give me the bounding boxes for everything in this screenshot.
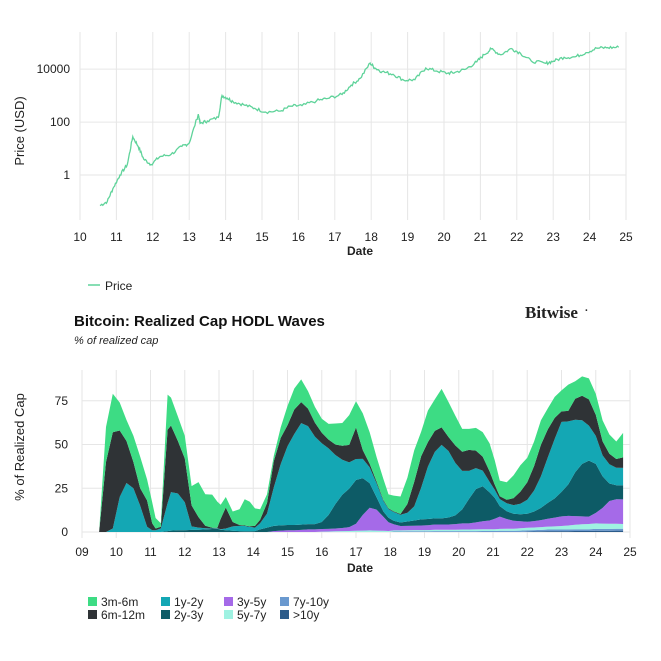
price-y-axis-title: Price (USD) — [12, 96, 27, 165]
bitwise-logo: Bitwise . — [525, 302, 588, 322]
price-x-tick-label: 19 — [401, 230, 415, 244]
hodl-x-axis-title: Date — [347, 561, 373, 575]
hodl-legend-label: 5y-7y — [237, 608, 266, 622]
hodl-y-tick-label: 25 — [55, 481, 69, 495]
hodl-area-3m-6m — [82, 376, 624, 532]
hodl-x-tick-label: 23 — [555, 545, 569, 559]
hodl-legend-swatch — [161, 597, 170, 606]
hodl-chart-title: Bitcoin: Realized Cap HODL Waves — [74, 313, 325, 330]
price-legend: Price — [88, 279, 133, 293]
hodl-legend-swatch — [88, 610, 97, 619]
price-x-tick-label: 24 — [583, 230, 597, 244]
hodl-legend-swatch — [224, 610, 233, 619]
price-y-tick-labels: 1 100 10000 — [37, 62, 71, 182]
hodl-legend-swatch — [280, 610, 289, 619]
hodl-x-tick-label: 18 — [384, 545, 398, 559]
bitwise-logo-text: Bitwise — [525, 303, 578, 322]
bitwise-logo-mark: . — [585, 302, 588, 314]
hodl-x-tick-label: 14 — [247, 545, 261, 559]
price-x-tick-label: 21 — [474, 230, 488, 244]
hodl-x-tick-label: 09 — [75, 545, 89, 559]
hodl-y-tick-labels: 0 25 50 75 — [55, 394, 69, 539]
price-x-tick-label: 17 — [328, 230, 342, 244]
hodl-x-tick-label: 20 — [452, 545, 466, 559]
hodl-x-tick-label: 17 — [349, 545, 363, 559]
hodl-chart: Bitcoin: Realized Cap HODL Waves % of re… — [12, 302, 637, 622]
hodl-legend-swatch — [88, 597, 97, 606]
hodl-legend-label: 3y-5y — [237, 595, 266, 609]
hodl-chart-subtitle: % of realized cap — [74, 335, 158, 347]
price-legend-label: Price — [105, 279, 133, 293]
hodl-y-tick-label: 75 — [55, 394, 69, 408]
price-x-tick-label: 13 — [183, 230, 197, 244]
hodl-area--10y — [82, 530, 624, 532]
hodl-x-tick-label: 11 — [144, 545, 157, 559]
hodl-y-tick-label: 50 — [55, 438, 69, 452]
hodl-area-3y-5y — [82, 499, 624, 532]
hodl-y-axis-title: % of Realized Cap — [12, 393, 27, 501]
price-x-tick-label: 14 — [219, 230, 233, 244]
hodl-area-2y-3y — [82, 460, 624, 532]
price-x-tick-label: 25 — [619, 230, 633, 244]
price-x-tick-label: 18 — [365, 230, 379, 244]
price-x-axis-title: Date — [347, 244, 373, 258]
hodl-area-5y-7y — [82, 523, 624, 532]
hodl-x-tick-label: 22 — [521, 545, 535, 559]
hodl-x-tick-label: 12 — [178, 545, 192, 559]
price-chart: 1 100 10000 10 11 12 13 14 15 16 17 18 19 20 21 22 23 24… — [12, 32, 633, 293]
hodl-x-tick-label: 16 — [315, 545, 329, 559]
hodl-area-1y-2y — [82, 419, 624, 532]
hodl-stacked-areas — [82, 376, 624, 532]
hodl-x-tick-label: 24 — [589, 545, 603, 559]
price-y-tick-label: 10000 — [37, 62, 71, 76]
price-x-tick-label: 16 — [292, 230, 306, 244]
hodl-x-tick-label: 25 — [623, 545, 637, 559]
hodl-legend-label: >10y — [293, 608, 319, 622]
hodl-legend-label: 1y-2y — [174, 595, 203, 609]
price-x-tick-label: 20 — [437, 230, 451, 244]
price-x-tick-label: 22 — [510, 230, 524, 244]
hodl-legend-swatch — [161, 610, 170, 619]
hodl-legend-swatch — [280, 597, 289, 606]
hodl-x-tick-label: 10 — [110, 545, 124, 559]
hodl-legend-label: 6m-12m — [101, 608, 145, 622]
price-x-tick-label: 12 — [146, 230, 160, 244]
price-y-tick-label: 100 — [50, 115, 70, 129]
price-x-tick-label: 11 — [110, 230, 123, 244]
hodl-legend-label: 3m-6m — [101, 595, 138, 609]
price-series-line — [99, 45, 620, 207]
hodl-legend-swatch — [224, 597, 233, 606]
price-gridlines — [79, 32, 627, 220]
hodl-y-tick-label: 0 — [61, 525, 68, 539]
price-y-tick-label: 1 — [63, 168, 70, 182]
hodl-x-tick-label: 19 — [418, 545, 432, 559]
hodl-x-tick-label: 13 — [212, 545, 226, 559]
price-x-tick-label: 15 — [255, 230, 269, 244]
hodl-area-7y-10y — [82, 528, 624, 532]
price-x-tick-labels: 10 11 12 13 14 15 16 17 18 19 20 21 22 23 24 25 — [73, 230, 633, 244]
hodl-x-tick-label: 21 — [486, 545, 500, 559]
hodl-legend-label: 7y-10y — [293, 595, 329, 609]
price-x-tick-label: 10 — [73, 230, 87, 244]
hodl-legend-label: 2y-3y — [174, 608, 203, 622]
hodl-x-tick-labels: 09 10 11 12 13 14 15 16 17 18 19 20 21 22 23 24 25 — [75, 545, 637, 559]
hodl-x-tick-label: 15 — [281, 545, 295, 559]
price-x-tick-label: 23 — [547, 230, 561, 244]
